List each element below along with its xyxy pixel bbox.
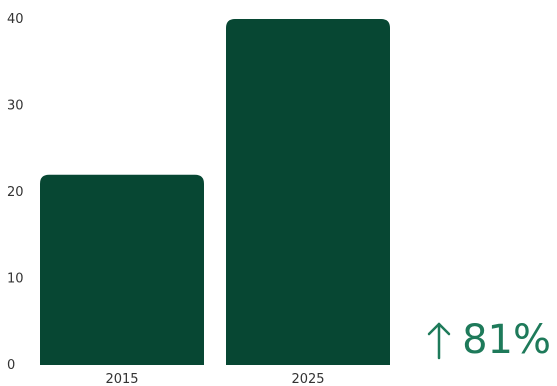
x-tick-label: 2015 (105, 372, 138, 386)
y-tick-label: 30 (7, 99, 24, 114)
bar-2015 (40, 174, 204, 365)
arrow-up-icon (427, 322, 451, 360)
y-tick-label: 10 (7, 272, 24, 287)
change-callout: 81% (426, 320, 551, 360)
x-tick-label: 2025 (291, 372, 324, 386)
y-tick-label: 40 (7, 12, 24, 27)
y-tick-label: 0 (7, 358, 15, 373)
change-percentage: 81% (462, 317, 551, 363)
y-tick-label: 20 (7, 185, 24, 200)
bar-2025 (226, 19, 390, 365)
